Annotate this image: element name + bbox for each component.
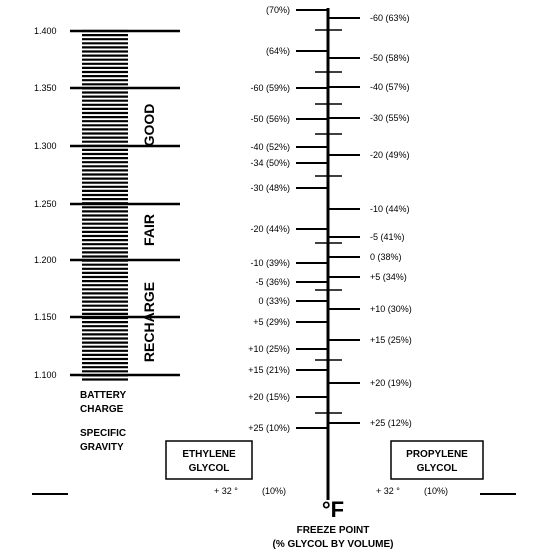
ethylene-label: 0 (33%) <box>258 296 290 306</box>
propylene-label: -40 (57%) <box>370 82 410 92</box>
zone-fair-label: FAIR <box>141 214 157 246</box>
propylene-label: +25 (12%) <box>370 418 412 428</box>
propylene-labels: -60 (63%) -50 (58%) -40 (57%) -30 (55%) -20 … <box>370 13 412 428</box>
propylene-label: 0 (38%) <box>370 252 402 262</box>
propylene-label: +10 (30%) <box>370 304 412 314</box>
battery-caption-line2: CHARGE <box>80 404 124 415</box>
gravity-tick-label: 1.200 <box>34 255 57 265</box>
unit-label: °F <box>322 497 344 522</box>
gravity-tick-label: 1.100 <box>34 370 57 380</box>
propylene-label: +20 (19%) <box>370 378 412 388</box>
ethylene-label: +15 (21%) <box>248 365 290 375</box>
propylene-glycol-box <box>390 440 484 480</box>
ethylene-label: -5 (36%) <box>255 277 290 287</box>
zone-good-label: GOOD <box>141 104 157 147</box>
ethylene-labels: (70%) (64%) -60 (59%) -50 (56%) -40 (52%) -34… <box>248 5 290 433</box>
gravity-tick-label: 1.250 <box>34 199 57 209</box>
ethylene-box-line2: GLYCOL <box>189 463 230 474</box>
propylene-bottom-pct: (10%) <box>424 486 448 496</box>
gravity-tick-label: 1.300 <box>34 141 57 151</box>
ethylene-label: +20 (15%) <box>248 392 290 402</box>
ethylene-label: -20 (44%) <box>250 224 290 234</box>
propylene-bottom-temp: + 32 ° <box>376 486 400 496</box>
gravity-tick-label: 1.400 <box>34 26 57 36</box>
propylene-label: +15 (25%) <box>370 335 412 345</box>
ethylene-label: -40 (52%) <box>250 142 290 152</box>
ethylene-box-line1: ETHYLENE <box>182 449 236 460</box>
ethylene-glycol-box <box>165 440 253 480</box>
glycol-volume-caption: (% GLYCOL BY VOLUME) <box>273 539 394 550</box>
ethylene-label: -60 (59%) <box>250 83 290 93</box>
ethylene-label: -10 (39%) <box>250 258 290 268</box>
ethylene-label: +25 (10%) <box>248 423 290 433</box>
propylene-label: -50 (58%) <box>370 53 410 63</box>
battery-caption-line1: BATTERY <box>80 390 126 401</box>
ethylene-bottom-pct: (10%) <box>262 486 286 496</box>
propylene-label: +5 (34%) <box>370 272 407 282</box>
ethylene-label: (64%) <box>266 46 290 56</box>
propylene-label: -5 (41%) <box>370 232 405 242</box>
ethylene-label: -30 (48%) <box>250 183 290 193</box>
freeze-point-caption: FREEZE POINT <box>297 525 370 536</box>
propylene-label: -60 (63%) <box>370 13 410 23</box>
gravity-caption-line2: GRAVITY <box>80 442 124 453</box>
specific-gravity-scale <box>70 29 180 381</box>
ethylene-label: -50 (56%) <box>250 114 290 124</box>
zone-recharge-label: RECHARGE <box>141 282 157 362</box>
propylene-box-line2: GLYCOL <box>417 463 458 474</box>
gravity-tick-label: 1.350 <box>34 83 57 93</box>
ethylene-label: +5 (29%) <box>253 317 290 327</box>
propylene-label: -20 (49%) <box>370 150 410 160</box>
propylene-box-line1: PROPYLENE <box>406 449 468 460</box>
gravity-tick-label: 1.150 <box>34 312 57 322</box>
gravity-caption-line1: SPECIFIC <box>80 428 126 439</box>
gravity-tick-labels: 1.400 1.350 1.300 1.250 1.200 1.150 1.100 <box>34 26 57 380</box>
ethylene-label: (70%) <box>266 5 290 15</box>
freeze-axis-ticks <box>296 9 360 429</box>
ethylene-bottom-temp: + 32 ° <box>214 486 238 496</box>
ethylene-label: -34 (50%) <box>250 158 290 168</box>
ethylene-label: +10 (25%) <box>248 344 290 354</box>
propylene-label: -10 (44%) <box>370 204 410 214</box>
propylene-label: -30 (55%) <box>370 113 410 123</box>
